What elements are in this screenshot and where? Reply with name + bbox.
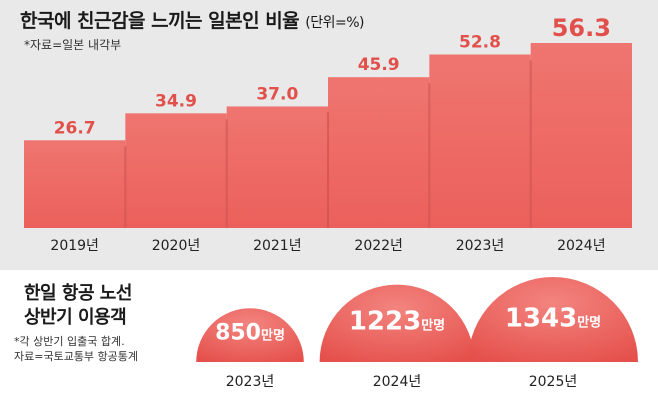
dome-value-number: 850 <box>215 320 261 345</box>
dome-x-tick-2024년: 2024년 <box>373 374 422 390</box>
x-tick-2020년: 2020년 <box>152 238 201 254</box>
chart-source: *자료=일본 내각부 <box>24 38 122 52</box>
dome-value-number: 1343 <box>505 303 577 333</box>
flight-title-line1: 한일 항공 노선 <box>24 283 132 304</box>
survey-panel: 한국에 친근감을 느끼는 일본인 비율 (단위=%) *자료=일본 내각부 26… <box>0 0 658 270</box>
bar-2023년 <box>429 54 531 229</box>
dome-value-label-2024년: 1223만명 <box>349 306 445 336</box>
flight-note-line1: *각 상반기 입출국 합계. <box>14 335 125 348</box>
value-label-2024년: 56.3 <box>552 14 611 42</box>
dome-value-unit: 만명 <box>421 317 445 333</box>
x-tick-2023년: 2023년 <box>456 238 505 254</box>
value-label-2020년: 34.9 <box>155 91 197 111</box>
dome-value-label-2023년: 850만명 <box>215 320 285 345</box>
bar-2024년 <box>530 43 632 228</box>
bar-2021년 <box>226 106 328 228</box>
value-label-2019년: 26.7 <box>54 118 96 138</box>
dome-x-tick-2025년: 2025년 <box>529 374 578 390</box>
bar-2020년 <box>125 113 227 228</box>
dome-2025년 <box>468 277 638 362</box>
bar-chart: 26.7 2019년 34.9 2020년 37.0 2021년 45.9 2022년 52.8… <box>24 14 632 254</box>
chart-title-text: 한국에 친근감을 느끼는 일본인 비율 <box>20 10 300 32</box>
dome-2023년 <box>196 308 304 362</box>
dome-value-unit: 만명 <box>577 314 601 330</box>
x-tick-2024년: 2024년 <box>557 238 606 254</box>
value-label-2022년: 45.9 <box>358 55 400 75</box>
flight-chart-title: 한일 항공 노선 상반기 이용객 <box>24 282 132 330</box>
dome-x-tick-2023년: 2023년 <box>226 374 275 390</box>
dome-value-unit: 만명 <box>261 327 285 343</box>
chart-unit: (단위=%) <box>305 15 365 31</box>
x-tick-2022년: 2022년 <box>354 238 403 254</box>
bar-2019년 <box>24 140 126 228</box>
flight-title-line2: 상반기 이용객 <box>24 307 127 328</box>
chart-title: 한국에 친근감을 느끼는 일본인 비율 (단위=%) <box>20 6 365 33</box>
x-tick-2019년: 2019년 <box>50 238 99 254</box>
value-label-2021년: 37.0 <box>256 84 298 104</box>
dome-2024년 <box>319 284 475 362</box>
flight-note: *각 상반기 입출국 합계. 자료=국토교통부 항공통계 <box>14 334 138 364</box>
dome-value-number: 1223 <box>349 306 421 336</box>
flight-note-line2: 자료=국토교통부 항공통계 <box>14 350 139 363</box>
x-tick-2021년: 2021년 <box>253 238 302 254</box>
dome-value-label-2025년: 1343만명 <box>505 303 601 333</box>
value-label-2023년: 52.8 <box>459 33 501 53</box>
bar-2022년 <box>328 77 430 228</box>
